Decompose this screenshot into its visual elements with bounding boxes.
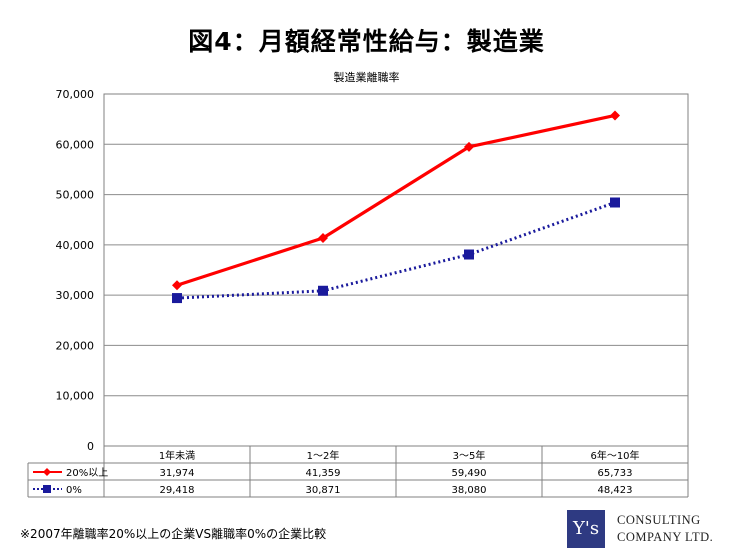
logo-line-2: COMPANY LTD. (617, 530, 714, 544)
data-point (464, 141, 474, 152)
data-table-cell: 48,423 (598, 485, 633, 496)
logo-text: CONSULTING COMPANY LTD. (617, 512, 727, 546)
y-tick-label: 0 (87, 440, 94, 453)
data-table-cell: 41,359 (306, 468, 341, 479)
data-point (464, 249, 474, 260)
y-tick-label: 10,000 (56, 390, 95, 403)
y-tick-label: 60,000 (56, 138, 95, 151)
data-table-cell: 65,733 (598, 468, 633, 479)
legend-label: 0% (66, 485, 82, 496)
company-logo: Y's CONSULTING COMPANY LTD. (567, 510, 717, 550)
data-table-cell: 31,974 (160, 468, 195, 479)
y-tick-label: 20,000 (56, 339, 95, 352)
y-tick-label: 50,000 (56, 189, 95, 202)
logo-mark: Y's (573, 518, 600, 539)
data-point (172, 293, 182, 304)
x-category-label: 3～5年 (453, 449, 486, 462)
series-line (176, 113, 616, 287)
line-chart: 0 10,000 20,000 30,000 40,000 50,000 60,000 70,… (27, 88, 689, 498)
data-table-cell: 38,080 (452, 485, 487, 496)
data-table-cell: 30,871 (306, 485, 341, 496)
slide-title: 図4：月額経常性給与：製造業 (188, 27, 545, 56)
data-point (610, 110, 620, 121)
x-category-label: 6年～10年 (590, 449, 639, 462)
legend-key-marker (43, 485, 51, 493)
y-tick-label: 30,000 (56, 289, 95, 302)
data-point (172, 280, 182, 291)
data-point (610, 197, 620, 208)
legend-key-marker (43, 468, 51, 476)
data-table-cell: 59,490 (452, 468, 487, 479)
y-tick-label: 40,000 (56, 239, 95, 252)
data-table-cell: 29,418 (160, 485, 195, 496)
plot-area (103, 93, 689, 447)
legend-label: 20%以上 (66, 467, 108, 479)
y-tick-label: 70,000 (56, 88, 95, 101)
data-point (318, 285, 328, 296)
logo-line-1: CONSULTING (617, 513, 701, 527)
footnote: ※2007年離職率20%以上の企業VS離職率0%の企業比較 (20, 527, 327, 541)
x-category-label: 1年未満 (159, 449, 195, 462)
series-line (176, 201, 616, 300)
logo-mark-box: Y's (567, 510, 605, 548)
x-category-label: 1～2年 (307, 449, 340, 462)
chart-title: 製造業離職率 (333, 71, 400, 84)
data-point (318, 233, 328, 244)
